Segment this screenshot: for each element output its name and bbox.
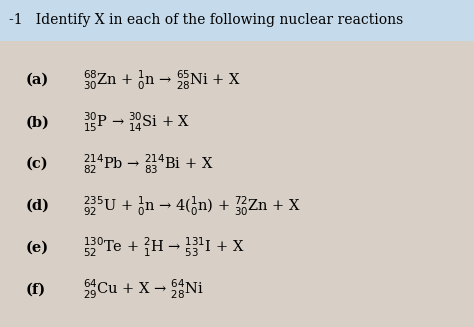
Text: (e): (e)	[26, 241, 49, 254]
Text: (b): (b)	[26, 116, 50, 129]
Text: -1   Identify X in each of the following nuclear reactions: -1 Identify X in each of the following n…	[9, 13, 404, 26]
Text: $^{30}_{15}$P → $^{30}_{14}$Si + X: $^{30}_{15}$P → $^{30}_{14}$Si + X	[83, 111, 190, 134]
Text: $^{130}_{52}$Te + $^{2}_{1}$H → $^{131}_{53}$I + X: $^{130}_{52}$Te + $^{2}_{1}$H → $^{131}_…	[83, 236, 244, 259]
Bar	[0, 0, 474, 41]
Text: (f): (f)	[26, 283, 46, 296]
Text: (a): (a)	[26, 73, 49, 87]
Text: $^{235}_{92}$U + $^{1}_{0}$n → 4($^{1}_{0}$n) + $^{72}_{30}$Zn + X: $^{235}_{92}$U + $^{1}_{0}$n → 4($^{1}_{…	[83, 195, 301, 217]
Text: $^{214}_{82}$Pb → $^{214}_{83}$Bi + X: $^{214}_{82}$Pb → $^{214}_{83}$Bi + X	[83, 153, 213, 176]
Text: (d): (d)	[26, 199, 50, 213]
Text: $^{64}_{29}$Cu + X → $^{64}_{28}$Ni: $^{64}_{29}$Cu + X → $^{64}_{28}$Ni	[83, 278, 203, 301]
Text: (c): (c)	[26, 157, 49, 171]
Text: $^{68}_{30}$Zn + $^{1}_{0}$n → $^{65}_{28}$Ni + X: $^{68}_{30}$Zn + $^{1}_{0}$n → $^{65}_{2…	[83, 69, 241, 92]
